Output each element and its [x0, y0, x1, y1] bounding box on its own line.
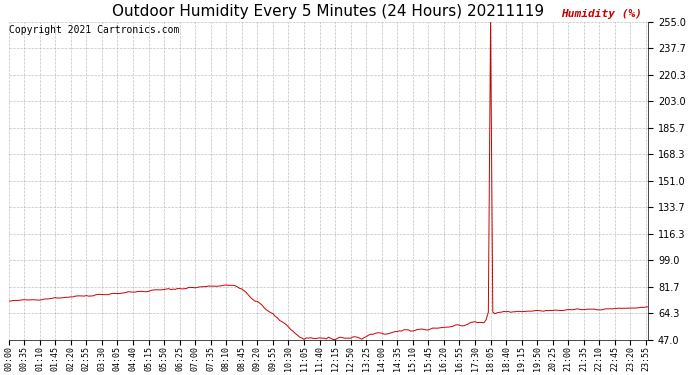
- Title: Outdoor Humidity Every 5 Minutes (24 Hours) 20211119: Outdoor Humidity Every 5 Minutes (24 Hou…: [112, 4, 544, 19]
- Text: Humidity (%): Humidity (%): [561, 9, 642, 18]
- Text: Copyright 2021 Cartronics.com: Copyright 2021 Cartronics.com: [9, 25, 179, 35]
